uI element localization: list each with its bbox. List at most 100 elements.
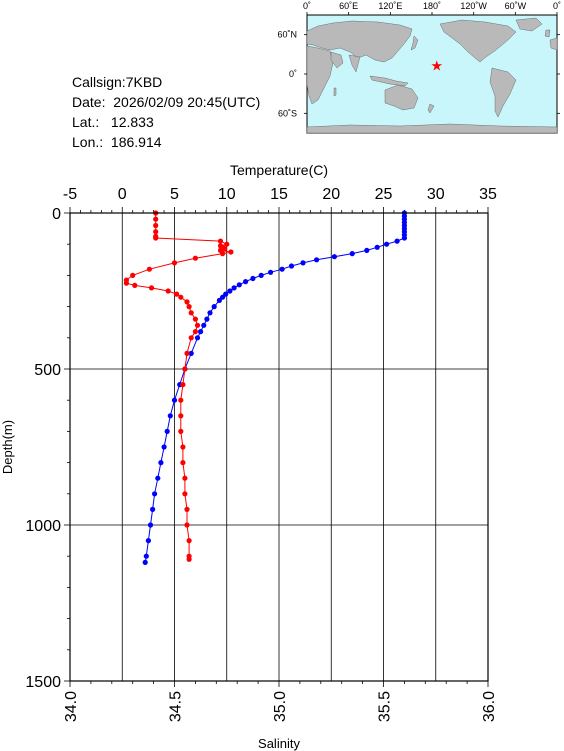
temperature-point [211,304,217,310]
temperature-tick-label: 35 [479,186,497,203]
salinity-point [222,246,228,252]
salinity-point [178,397,184,403]
temperature-tick-labels: -5 0 5 10 15 20 25 30 35 [63,186,497,203]
temperature-point [279,266,285,272]
temperature-tick-label: 0 [118,186,127,203]
temperature-point [167,413,173,419]
salinity-point [192,329,198,335]
salinity-point [194,322,201,328]
salinity-tick-labels: 34.0 34.5 35.0 35.5 36.0 [63,691,498,722]
temperature-point [236,282,242,288]
salinity-point [186,304,192,310]
temperature-point [171,397,178,403]
map-longitude-label: 60˚W [505,1,527,11]
salinity-point [180,444,186,450]
salinity-point [153,216,159,222]
salinity-point [174,291,180,297]
salinity-point [217,238,224,244]
temperature-point [188,350,194,356]
salinity-point [153,229,159,235]
map-longitude-label: 120˚W [460,1,487,11]
map-longitude-labels: 0˚ 60˚E 120˚E 180˚ 120˚W 60˚W 0˚ [303,1,561,11]
temperature-point [268,269,274,275]
temperature-point [314,257,320,263]
depth-tick-label: 1000 [25,518,61,535]
salinity-point [178,294,184,300]
salinity-point [123,280,129,286]
depth-tick-labels: 0 500 1000 1500 [25,206,61,691]
map-longitude-label: 0˚ [303,1,311,11]
depth-axis-title: Depth(m) [0,420,15,474]
temperature-point [164,428,170,434]
series-layer [123,210,407,566]
map-latitude-label: 0˚ [289,69,297,79]
map-latitude-label: 60˚S [278,108,297,118]
map-longitude-label: 120˚E [378,1,402,11]
salinity-point [184,350,190,356]
temperature-point [207,310,213,316]
depth-tick-label: 1500 [25,674,61,691]
chart-grid [69,212,489,682]
map-land [306,17,558,134]
temperature-point [243,279,249,285]
salinity-point [224,241,230,247]
salinity-tick-label: 36.0 [481,691,498,722]
salinity-point [146,266,152,272]
salinity-point [182,475,188,481]
header-lon: Lon.: 186.914 [72,134,162,150]
salinity-point [220,251,226,257]
temperature-tick-label: 20 [322,186,340,203]
temperature-point [258,272,264,278]
salinity-tick-label: 35.0 [272,691,289,722]
map-latitude-label: 60˚N [277,30,297,40]
temperature-tick-label: 15 [270,186,288,203]
salinity-point [188,310,194,316]
salinity-point [148,285,155,291]
plot-frame [69,212,489,682]
salinity-point [228,249,234,255]
map-ticks [304,12,560,114]
temperature-point [147,522,154,528]
salinity-point [132,282,138,288]
salinity-point [153,222,159,229]
temperature-tick-label: 5 [170,186,179,203]
temperature-point [384,241,390,247]
salinity-axis-title: Salinity [258,736,300,751]
temperature-point [161,444,167,450]
salinity-point [153,235,159,241]
salinity-point [182,491,188,497]
temperature-point [204,316,210,322]
temperature-point [401,235,407,241]
temperature-point [216,297,222,303]
salinity-tick-label: 35.5 [377,691,394,722]
header-date: Date: 2026/02/09 20:45(UTC) [72,94,261,110]
temperature-point [227,288,233,294]
salinity-point [184,506,190,512]
temperature-point [364,247,370,253]
temperature-point [300,260,306,266]
salinity-point [184,299,190,305]
map-latitude-labels: 60˚N 0˚ 60˚S [277,30,297,119]
header-callsign: Callsign:7KBD [72,74,163,90]
temperature-point [394,238,400,244]
temperature-point [288,263,295,269]
temperature-point [198,329,204,335]
salinity-point [165,288,171,294]
map-longitude-label: 0˚ [553,1,561,11]
salinity-point [188,335,194,341]
depth-tick-label: 0 [52,206,61,223]
temperature-point [250,275,256,282]
temperature-point [231,285,237,291]
salinity-point [180,382,186,388]
temperature-axis-title: Temperature(C) [230,162,328,178]
salinity-point [182,366,188,372]
depth-tick-label: 500 [34,362,61,379]
world-map: 0˚ 60˚E 120˚E 180˚ 120˚W 60˚W 0˚ 60˚N 0˚ 60˚S ★ [277,1,561,134]
temperature-tick-label: 30 [427,186,445,203]
salinity-tick-label: 34.0 [63,691,80,722]
header-lat: Lat.: 12.833 [72,114,154,130]
temperature-point [158,460,164,466]
salinity-tick-label: 34.5 [168,691,185,722]
temperature-point [150,506,156,512]
